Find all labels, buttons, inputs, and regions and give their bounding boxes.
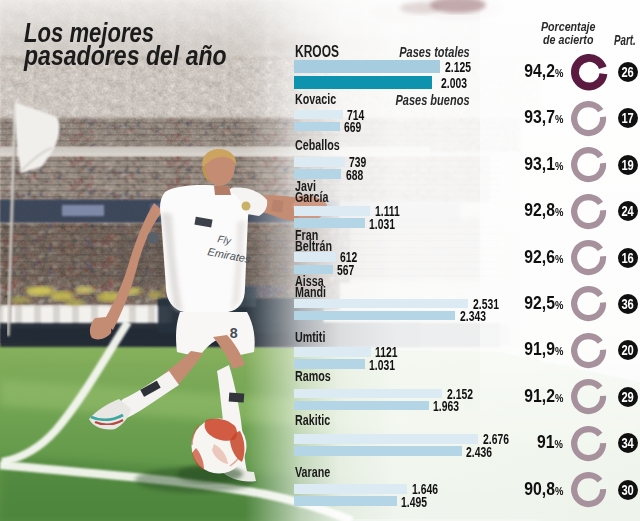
svg-text:8: 8 — [230, 324, 238, 341]
